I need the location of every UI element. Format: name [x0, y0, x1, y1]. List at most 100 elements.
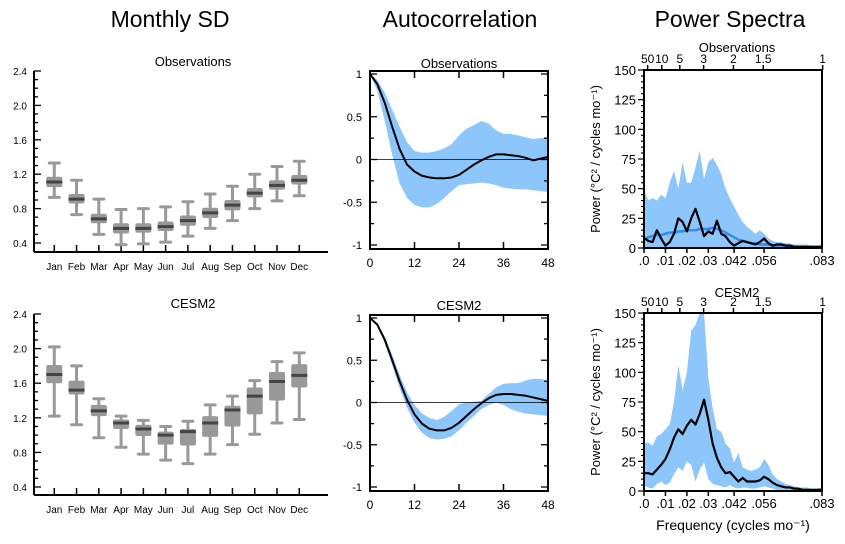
- y-tick-label: 0: [629, 241, 636, 256]
- x-tick-label: Apr: [113, 262, 129, 273]
- x-tick-label: .03: [699, 253, 717, 268]
- box: [246, 387, 263, 415]
- x-tick-label: Mar: [90, 505, 108, 516]
- y-tick-label: 0.5: [347, 112, 362, 124]
- subplot-title: Observations: [421, 56, 498, 71]
- subplot-title: CESM2: [171, 296, 216, 311]
- box: [269, 371, 285, 401]
- top-tick-label: 3: [700, 52, 707, 66]
- y-tick-label: 2.4: [13, 310, 27, 321]
- x-tick-label: Feb: [68, 262, 86, 273]
- box: [179, 429, 196, 446]
- top-tick-label: 2: [730, 52, 737, 66]
- column-title-autocorrelation: Autocorrelation: [382, 6, 538, 32]
- top-tick-label: 2: [730, 295, 737, 309]
- subplot-title: Observations: [155, 54, 232, 69]
- x-tick-label: .056: [751, 253, 776, 268]
- y-tick-label: 25: [622, 211, 636, 226]
- y-tick-label: 0.8: [13, 448, 27, 459]
- x-tick-label: .042: [721, 496, 746, 511]
- x-tick-label: .01: [656, 253, 674, 268]
- y-tick-label: 0: [356, 155, 362, 167]
- x-tick-label: .083: [809, 253, 834, 268]
- top-tick-label: 10: [655, 52, 669, 66]
- x-tick-label: May: [134, 262, 153, 273]
- x-axis-label: Frequency (cycles mo⁻¹): [656, 517, 810, 533]
- y-axis-label: Power (°C² / cycles mo⁻¹): [588, 85, 603, 233]
- y-tick-label: 75: [622, 395, 636, 410]
- x-tick-label: .02: [678, 496, 696, 511]
- y-tick-label: 1: [356, 313, 362, 325]
- y-axis-label: Power (°C² / cycles mo⁻¹): [588, 328, 603, 476]
- x-tick-label: 12: [408, 256, 422, 270]
- x-tick-label: .056: [751, 496, 776, 511]
- column-title-power-spectra: Power Spectra: [654, 6, 806, 32]
- y-tick-label: 1.2: [13, 170, 27, 181]
- top-tick-label: 10: [655, 295, 669, 309]
- y-tick-label: 75: [622, 152, 636, 167]
- x-tick-label: .01: [656, 496, 674, 511]
- x-tick-label: 36: [497, 498, 511, 512]
- subplot-title: Observations: [699, 40, 776, 55]
- top-tick-label: 3: [700, 295, 707, 309]
- y-tick-label: 0: [356, 398, 362, 410]
- power-line: [645, 398, 822, 491]
- top-tick-label: 1.5: [755, 52, 772, 66]
- x-tick-label: Jun: [158, 505, 174, 516]
- y-tick-label: 125: [614, 336, 636, 351]
- y-tick-label: 50: [622, 182, 636, 197]
- subplot-title: CESM2: [437, 298, 482, 313]
- y-tick-label: 0.4: [13, 483, 27, 494]
- power-line: [644, 207, 822, 248]
- x-tick-label: .0: [639, 496, 650, 511]
- y-tick-label: 100: [614, 365, 636, 380]
- y-tick-label: 0.4: [13, 239, 27, 250]
- top-tick-label: 1: [819, 295, 826, 309]
- x-tick-label: Feb: [68, 505, 86, 516]
- x-tick-label: Jul: [182, 262, 195, 273]
- x-tick-label: Aug: [201, 262, 219, 273]
- y-tick-label: 0.8: [13, 205, 27, 216]
- x-tick-label: May: [134, 505, 153, 516]
- top-tick-label: 5: [676, 295, 683, 309]
- x-tick-label: 12: [408, 498, 422, 512]
- x-tick-label: Sep: [224, 262, 242, 273]
- mean-line: [369, 317, 549, 432]
- y-tick-label: 150: [614, 306, 636, 321]
- x-tick-label: Mar: [90, 262, 108, 273]
- box: [202, 416, 219, 437]
- top-tick-label: 50: [641, 295, 655, 309]
- top-tick-label: 1.5: [755, 295, 772, 309]
- y-tick-label: 1.6: [13, 379, 27, 390]
- y-tick-label: 50: [622, 425, 636, 440]
- y-tick-label: 1.6: [13, 136, 27, 147]
- column-title-monthly-sd: Monthly SD: [110, 6, 230, 32]
- x-tick-label: .042: [721, 253, 746, 268]
- y-tick-label: 125: [614, 93, 636, 108]
- x-tick-label: Oct: [247, 262, 263, 273]
- x-tick-label: 0: [367, 498, 374, 512]
- x-tick-label: 48: [541, 256, 555, 270]
- subplot-title: CESM2: [715, 285, 760, 300]
- top-tick-label: 50: [641, 52, 655, 66]
- y-tick-label: 1.2: [13, 414, 27, 425]
- y-tick-label: -1: [352, 240, 362, 252]
- x-tick-label: Dec: [290, 262, 308, 273]
- x-tick-label: Jul: [182, 505, 195, 516]
- x-tick-label: .02: [678, 253, 696, 268]
- x-tick-label: Nov: [268, 505, 286, 516]
- x-tick-label: Apr: [113, 505, 129, 516]
- box: [157, 431, 174, 445]
- y-tick-label: 100: [614, 122, 636, 137]
- mean-line: [369, 73, 549, 180]
- x-tick-label: 24: [452, 498, 466, 512]
- x-tick-label: Aug: [201, 505, 219, 516]
- x-tick-label: .0: [639, 253, 650, 268]
- box: [68, 380, 85, 395]
- y-tick-label: -0.5: [343, 197, 362, 209]
- x-tick-label: 0: [367, 256, 374, 270]
- x-tick-label: Dec: [290, 505, 308, 516]
- x-tick-label: 24: [452, 256, 466, 270]
- x-tick-label: 36: [497, 256, 511, 270]
